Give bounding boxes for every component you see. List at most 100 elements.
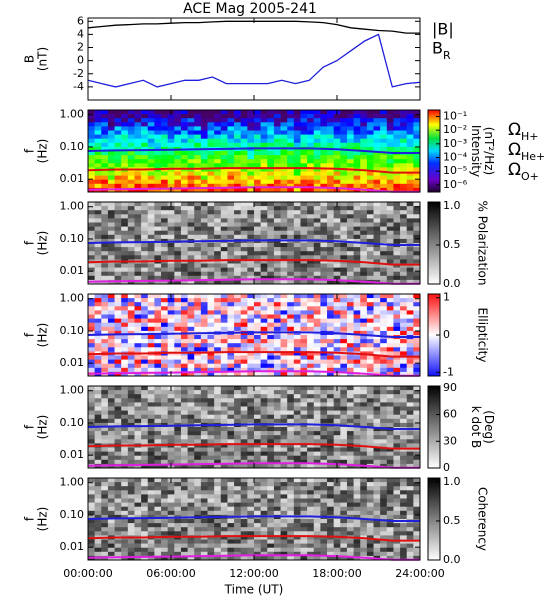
spectrogram-cell — [360, 298, 368, 303]
spectrogram-cell — [154, 523, 162, 528]
colorbar-label: Ellipticity — [476, 308, 490, 363]
spectrogram-cell — [127, 506, 135, 512]
spectrogram-cell — [200, 386, 208, 391]
spectrogram-cell — [220, 494, 228, 499]
spectrogram-cell — [293, 339, 301, 344]
spectrogram-cell — [340, 134, 348, 139]
spectrogram-cell — [287, 510, 295, 516]
spectrogram-cell — [114, 306, 122, 311]
spectrogram-cell — [327, 539, 334, 544]
spectrogram-cell — [101, 459, 109, 465]
spectrogram-cell — [134, 523, 142, 528]
spectrogram-cell — [214, 167, 222, 172]
spectrogram-cell — [227, 255, 235, 260]
spectrogram-cell — [227, 347, 235, 352]
spectrogram-cell — [267, 275, 275, 281]
spectrogram-cell — [280, 506, 288, 512]
spectrogram-cell — [114, 386, 122, 391]
spectrogram-cell — [194, 267, 202, 272]
spectrogram-cell — [293, 463, 301, 469]
spectrogram-cell — [154, 527, 162, 532]
spectrogram-cell — [360, 230, 368, 236]
spectrogram-cell — [267, 322, 275, 328]
spectrogram-cell — [234, 122, 242, 127]
spectrogram-cell — [260, 326, 268, 332]
spectrogram-cell — [141, 414, 149, 420]
spectrogram-cell — [260, 134, 268, 139]
spectrogram-cell — [346, 431, 354, 436]
spectrogram-cell — [134, 267, 142, 272]
spectrogram-cell — [346, 398, 354, 403]
spectrogram-cell — [346, 347, 354, 352]
spectrogram-cell — [406, 126, 414, 131]
spectrogram-cell — [313, 187, 321, 193]
spectrogram-cell — [187, 302, 195, 307]
spectrogram-cell — [240, 218, 248, 223]
spectrogram-cell — [220, 134, 228, 139]
spectrogram-cell — [353, 138, 361, 144]
spectrogram-cell — [121, 202, 129, 207]
spectrogram-cell — [287, 294, 295, 299]
spectrogram-cell — [406, 142, 414, 148]
spectrogram-cell — [161, 394, 168, 399]
spectrogram-cell — [293, 351, 301, 356]
spectrogram-cell — [247, 263, 255, 268]
spectrogram-cell — [207, 502, 215, 507]
spectrogram-cell — [240, 222, 248, 227]
spectrogram-cell — [287, 498, 295, 503]
spectrogram-cell — [280, 298, 288, 303]
spectrogram-cell — [260, 478, 268, 483]
spectrogram-cell — [346, 171, 354, 176]
spectrogram-cell — [127, 146, 135, 152]
spectrogram-cell — [273, 482, 281, 487]
spectrogram-cell — [227, 394, 235, 399]
spectrogram-cell — [200, 122, 208, 127]
spectrogram-cell — [353, 394, 361, 399]
spectrogram-cell — [300, 275, 308, 281]
spectrogram-cell — [400, 218, 408, 223]
spectrogram-cell — [174, 510, 182, 516]
spectrogram-cell — [273, 298, 281, 303]
spectrogram-cell — [220, 402, 228, 407]
spectrogram-cell — [141, 206, 149, 211]
spectrogram-cell — [134, 263, 142, 268]
spectrogram-cell — [260, 187, 268, 193]
spectrogram-cell — [373, 310, 381, 315]
spectrogram-cell — [247, 371, 255, 377]
spectrogram-cell — [380, 206, 388, 211]
spectrogram-cell — [346, 490, 354, 495]
spectrogram-cell — [200, 347, 208, 352]
spectrogram-cell — [147, 126, 155, 131]
spectrogram-cell — [313, 314, 321, 319]
spectrogram-cell — [327, 394, 334, 399]
spectrogram-cell — [247, 114, 255, 119]
spectrogram-cell — [386, 455, 394, 461]
spectrogram-cell — [154, 218, 162, 223]
spectrogram-cell — [121, 502, 129, 507]
spectrogram-cell — [360, 171, 368, 176]
spectrogram-cell — [320, 494, 328, 499]
spectrogram-cell — [293, 314, 301, 319]
spectrogram-cell — [307, 179, 315, 185]
spectrogram-cell — [88, 230, 95, 236]
spectrogram-cell — [161, 439, 168, 444]
spectrogram-cell — [413, 218, 421, 223]
spectrogram-cell — [180, 486, 188, 491]
spectrogram-cell — [114, 202, 122, 207]
spectrogram-cell — [413, 390, 421, 395]
spectrogram-cell — [386, 418, 394, 424]
spectrogram-cell — [386, 498, 394, 503]
spectrogram-cell — [280, 322, 288, 328]
spectrogram-cell — [340, 171, 348, 176]
spectrogram-cell — [94, 130, 102, 135]
spectrogram-cell — [187, 218, 195, 223]
spectrogram-cell — [174, 326, 182, 332]
cyclotron-line — [87, 351, 420, 358]
spectrogram-cell — [280, 367, 288, 373]
spectrogram-cell — [187, 539, 195, 544]
spectrogram-cell — [187, 118, 195, 123]
spectrogram-cell — [380, 322, 388, 328]
spectrogram-cell — [214, 310, 222, 315]
spectrogram-cell — [127, 447, 135, 452]
spectrogram-cell — [227, 359, 235, 364]
